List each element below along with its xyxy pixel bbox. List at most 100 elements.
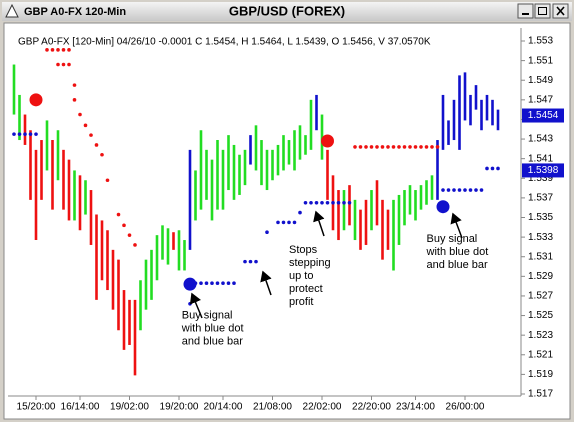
- stop-dot: [221, 281, 225, 285]
- stop-dot: [232, 281, 236, 285]
- stop-dot: [67, 62, 71, 67]
- stop-dot: [89, 133, 93, 137]
- stop-dot: [12, 132, 16, 136]
- stop-dot: [61, 62, 66, 67]
- y-tick-label: 1.547: [528, 94, 553, 105]
- stop-dot: [391, 145, 396, 149]
- annotation: with blue dot: [426, 246, 489, 258]
- stop-dot: [408, 145, 412, 149]
- annotation: up to: [289, 270, 313, 282]
- annotation: and blue bar: [427, 259, 488, 271]
- stop-dot: [298, 210, 302, 215]
- close-icon: [556, 6, 565, 16]
- stop-dot: [353, 145, 357, 149]
- annotation: profit: [289, 296, 313, 308]
- arrow: [189, 292, 203, 319]
- y-tick-label: 1.525: [528, 310, 553, 321]
- annotation: Buy signal: [182, 309, 233, 321]
- x-tick-label: 20/14:00: [204, 402, 243, 413]
- stop-dot: [127, 233, 132, 237]
- stop-dot: [133, 243, 137, 247]
- stop-dot: [287, 220, 291, 225]
- title-bar: [2, 2, 572, 21]
- signal-dot: [29, 93, 43, 107]
- stop-dot: [17, 132, 22, 136]
- stop-dot: [336, 200, 341, 205]
- chart-subtitle: GBP A0-FX [120-Min] 04/26/10 -0.0001 C 1…: [18, 37, 431, 48]
- y-tick-label: 1.539: [528, 173, 553, 184]
- y-tick-label: 1.529: [528, 271, 553, 282]
- signal-dot: [183, 277, 197, 291]
- y-tick-label: 1.527: [528, 291, 553, 302]
- app-icon: [5, 3, 19, 18]
- stop-dot: [386, 145, 390, 149]
- stop-dot: [248, 259, 253, 264]
- stop-dot: [446, 188, 451, 192]
- annotation: Buy signal: [427, 233, 478, 245]
- annotation: protect: [289, 283, 323, 295]
- stop-dot: [320, 200, 324, 205]
- x-tick-label: 19/20:00: [160, 402, 199, 413]
- x-tick-label: 21/08:00: [253, 402, 292, 413]
- stop-dot: [463, 188, 467, 192]
- stop-dot: [292, 220, 297, 225]
- stop-dot: [402, 145, 407, 149]
- stop-dot: [116, 212, 121, 217]
- y-tick-label: 1.537: [528, 193, 553, 204]
- stop-dot: [83, 123, 88, 128]
- minimize-button[interactable]: [517, 3, 534, 19]
- x-tick-label: 23/14:00: [396, 402, 435, 413]
- maximize-icon: [538, 7, 547, 15]
- arrow: [450, 212, 463, 239]
- window-buttons: [517, 3, 569, 19]
- stop-dot: [34, 132, 38, 136]
- price-label-box: [522, 163, 564, 178]
- stop-dot: [72, 83, 77, 87]
- stop-dot: [358, 145, 363, 149]
- plot: 1.517 1.519 1.521 1.523 1.525 1.527 1.529 1.531…: [12, 36, 564, 413]
- stop-dot: [331, 200, 335, 205]
- x-tick-label: 15/20:00: [17, 402, 56, 413]
- stop-dot: [496, 166, 500, 171]
- stop-dot: [485, 166, 489, 171]
- stop-dot: [419, 145, 423, 149]
- stop-dot: [281, 220, 286, 225]
- y-tick-label: 1.533: [528, 232, 553, 243]
- stop-dot: [364, 145, 368, 149]
- stop-dot: [309, 200, 313, 205]
- stop-dot: [28, 132, 33, 136]
- window-title: GBP A0-FX 120-Min: [24, 6, 126, 18]
- x-tick-label: 19/02:00: [110, 402, 149, 413]
- stop-dot: [490, 166, 495, 171]
- x-tick-label: 26/00:00: [446, 402, 485, 413]
- annotation: Stops: [289, 244, 318, 256]
- chart-title: GBP/USD (FOREX): [229, 3, 345, 18]
- stop-dot: [314, 200, 319, 205]
- stop-dot: [479, 188, 484, 192]
- stop-dot: [369, 145, 374, 149]
- signal-dot: [321, 134, 334, 148]
- stop-dot: [375, 145, 379, 149]
- stop-dot: [199, 281, 203, 285]
- stop-dot: [210, 281, 214, 285]
- maximize-button[interactable]: [534, 3, 551, 19]
- y-tick-label: 1.535: [528, 212, 553, 223]
- stop-dot: [474, 188, 478, 192]
- y-tick-label: 1.541: [528, 153, 553, 164]
- annotation: stepping: [289, 257, 331, 269]
- stop-dot: [67, 48, 71, 52]
- stop-dot: [243, 259, 247, 264]
- stop-dot: [265, 230, 269, 235]
- arrow: [260, 270, 272, 296]
- stop-dot: [122, 223, 126, 228]
- stop-dot: [441, 188, 445, 192]
- y-tick-label: 1.543: [528, 134, 553, 145]
- stop-dot: [413, 145, 418, 149]
- stop-dot: [56, 62, 60, 67]
- y-tick-label: 1.517: [528, 389, 553, 400]
- x-tick-label: 16/14:00: [61, 402, 100, 413]
- y-tick-label: 1.549: [528, 75, 553, 86]
- stop-dot: [61, 48, 66, 52]
- annotation-arrows: [189, 210, 463, 319]
